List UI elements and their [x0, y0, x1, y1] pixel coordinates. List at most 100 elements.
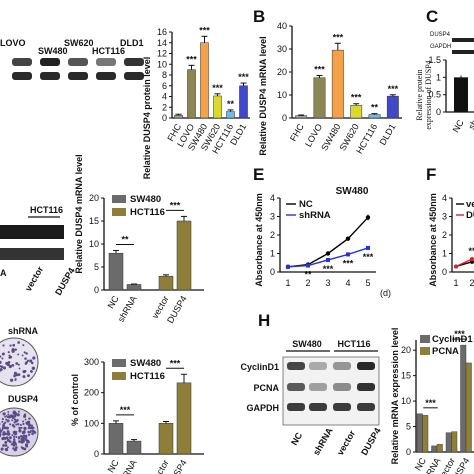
colony-dot — [6, 432, 11, 436]
colony-dot — [26, 359, 30, 362]
panel-d-bar — [108, 252, 124, 291]
colony-dots — [0, 341, 37, 452]
colony-dot — [6, 416, 9, 419]
colony-dot — [7, 351, 10, 354]
panel-b-bar — [313, 77, 326, 119]
panel-d-legend-swatch — [112, 208, 126, 216]
colony-dot — [7, 413, 10, 416]
panel-d-bar — [126, 284, 142, 291]
colony-dot — [23, 351, 26, 354]
colony-dot — [15, 423, 18, 426]
colony-dot — [32, 426, 35, 430]
colony-dot — [28, 433, 31, 436]
panel-f-point — [454, 264, 458, 269]
colony-dot — [27, 423, 31, 427]
panel-h-band — [357, 383, 375, 391]
panel-a-ytick-label: 2 — [162, 102, 167, 112]
colony-dot — [11, 419, 14, 422]
panel-a-bar — [174, 115, 183, 119]
panel-a-band — [12, 72, 32, 80]
panel-g-ytick-label: 200 — [84, 388, 99, 398]
panel-g-colonies: shRNA DUSP4 — [0, 326, 39, 457]
colony-dot — [17, 410, 20, 413]
panel-h-sig-label: *** — [425, 398, 436, 408]
panel-g-ytick-label: 300 — [84, 357, 99, 367]
panel-e-sig-label: *** — [363, 252, 374, 262]
colony-dot — [25, 361, 28, 364]
colony-dot — [22, 422, 25, 426]
panel-e-legend-label: shRNA — [299, 210, 331, 221]
colony-dot — [18, 440, 21, 443]
panel-letter-h: H — [258, 311, 270, 330]
colony-dot — [0, 433, 2, 436]
colony-dot — [17, 363, 20, 366]
colony-dot — [31, 432, 34, 436]
blot-a-label-lovo: LOVO — [0, 38, 26, 48]
panel-g-dish-shrna — [0, 337, 39, 387]
colony-dot — [12, 442, 16, 446]
panel-a-band — [96, 58, 116, 66]
panel-d-ytick-label: 0 — [94, 285, 99, 295]
panel-h-ytick-label: 0 — [406, 447, 411, 457]
colony-dot — [1, 437, 5, 441]
panel-g-sig-label: *** — [120, 405, 131, 415]
panel-c-bar — [454, 77, 468, 112]
colony-dot — [8, 436, 12, 440]
panel-g-legend-label: SW480 — [130, 358, 161, 369]
colony-dot — [8, 356, 11, 359]
colony-dot — [4, 441, 8, 444]
colony-dot — [28, 417, 31, 420]
colony-dot — [0, 368, 3, 371]
panel-b-sig-label: *** — [388, 84, 399, 94]
panel-b-ytick-label: 0 — [282, 113, 287, 123]
panel-a-ytick-label: 12 — [157, 49, 167, 59]
panel-g-sig-label: *** — [170, 358, 181, 368]
panel-e-ytick-label: 1 — [270, 249, 275, 259]
panel-h-band — [309, 383, 327, 391]
colony-dot — [0, 427, 1, 431]
colony-dot — [13, 439, 16, 442]
panel-c-ylabel-line2: expression of DUSP4 — [424, 60, 433, 129]
panel-a-bar — [239, 85, 248, 119]
colony-dot — [17, 373, 21, 376]
panel-a-bar — [200, 42, 209, 119]
panel-a-sig-label: *** — [199, 25, 210, 35]
panel-f-ytick-label: 1 — [442, 249, 447, 259]
panel-e-point — [326, 257, 330, 262]
panel-f-ytick-label: 3 — [442, 212, 447, 222]
panel-g-label-shrna: shRNA — [8, 326, 39, 336]
colony-dot — [14, 411, 18, 415]
colony-dot — [4, 415, 7, 418]
panel-c-xtick-label: NC — [451, 118, 466, 135]
panel-f-legend-label: vecto — [466, 199, 474, 210]
colony-dot — [9, 344, 12, 347]
panel-h-band — [309, 403, 327, 411]
panel-d-sig-label: *** — [170, 200, 181, 210]
panel-h-legend-label: CyclinD1 — [432, 334, 473, 345]
blot-a-label-dld1: DLD1 — [120, 38, 144, 48]
blot-a-label-sw480: SW480 — [38, 46, 68, 56]
panel-g-bar — [176, 382, 192, 455]
colony-dot — [8, 354, 11, 357]
panel-e-point — [286, 264, 290, 269]
colony-dot — [13, 448, 17, 452]
panel-a-band — [40, 72, 60, 80]
panel-f-xtick-label: 1 — [453, 278, 458, 288]
panel-a-blot: LOVO SW480 SW620 HCT116 DLD1 — [0, 38, 144, 80]
colony-dot — [1, 357, 4, 360]
panel-h-band — [309, 362, 327, 370]
panel-h-ytick-label: 10 — [401, 396, 411, 406]
panel-f-series-line — [455, 258, 473, 268]
colony-dot — [0, 429, 3, 433]
colony-dot — [11, 348, 15, 352]
panel-a-bar — [187, 69, 196, 119]
panel-e-title: SW480 — [336, 186, 369, 197]
colony-dot — [13, 371, 17, 375]
panel-a-ytick-label: 0 — [162, 113, 167, 123]
panel-d-xtick-label: NC — [106, 294, 121, 311]
panel-b-sig-label: ** — [371, 103, 379, 113]
colony-dot — [32, 356, 36, 360]
panel-e-ytick-label: 3 — [270, 212, 275, 222]
colony-dot — [30, 370, 33, 373]
